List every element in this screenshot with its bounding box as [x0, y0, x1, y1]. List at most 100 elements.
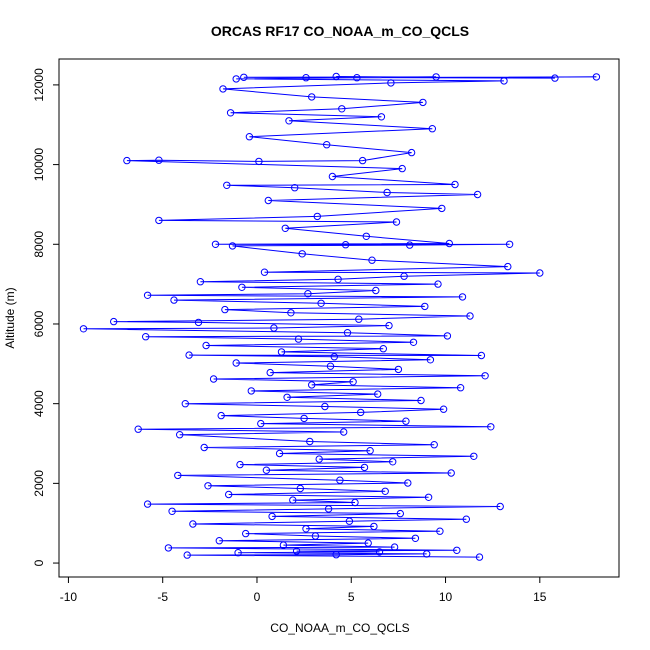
data-point [340, 428, 348, 436]
data-point [232, 359, 240, 367]
data-point [406, 241, 414, 249]
y-tick-label: 6000 [32, 310, 46, 337]
y-tick-label: 10000 [32, 148, 46, 182]
data-point [394, 365, 403, 374]
y-tick-label: 0 [32, 559, 46, 566]
data-point [466, 312, 474, 320]
x-tick-label: 5 [348, 590, 355, 604]
x-tick-label: 15 [533, 590, 547, 604]
data-point [500, 77, 508, 85]
data-point [242, 529, 250, 538]
data-point [364, 539, 372, 547]
data-point [592, 73, 601, 81]
data-point [398, 164, 406, 173]
data-point [155, 216, 163, 225]
data-point [245, 133, 254, 141]
data-point [268, 512, 276, 521]
data-point [183, 551, 191, 559]
chart-title: ORCAS RF17 CO_NOAA_m_CO_QCLS [211, 23, 469, 39]
data-point [202, 341, 210, 350]
data-point [328, 172, 337, 181]
data-point [185, 351, 193, 359]
data-point [134, 425, 142, 433]
y-axis: 0 2000 4000 6000 8000 10000 12000 [32, 68, 60, 566]
data-point [404, 479, 412, 487]
data-point [275, 449, 284, 458]
data-point [315, 455, 323, 463]
data-point [353, 74, 361, 82]
data-point [375, 548, 384, 556]
data-point [308, 93, 316, 101]
data-point [174, 471, 182, 480]
data-point [324, 505, 333, 513]
data-point [155, 156, 163, 164]
x-tick-label: 0 [254, 590, 261, 604]
data-point [300, 414, 308, 423]
data-point [332, 551, 340, 559]
data-point [551, 74, 559, 82]
data-point [447, 469, 455, 477]
data-point [308, 381, 316, 389]
data-point [330, 353, 338, 361]
data-point [426, 356, 435, 364]
series-line [83, 76, 597, 558]
data-point [332, 72, 340, 81]
data-point [481, 372, 489, 380]
data-point [281, 224, 289, 233]
data-point [536, 269, 544, 277]
data-point [379, 345, 387, 353]
data-point [383, 188, 391, 197]
data-point [351, 498, 359, 507]
data-point [143, 500, 152, 508]
data-point [238, 283, 246, 291]
data-point [283, 393, 291, 401]
data-point [262, 466, 271, 474]
data-point [294, 335, 303, 343]
data-point [226, 109, 235, 117]
data-point [217, 411, 225, 420]
data-point [200, 443, 208, 452]
data-point [487, 423, 495, 431]
data-point [225, 490, 233, 499]
data-point [196, 278, 205, 286]
data-point [336, 476, 344, 484]
data-point [389, 458, 397, 466]
data-point [390, 543, 399, 551]
data-point [204, 482, 212, 490]
data-point [424, 493, 433, 501]
data-point [372, 286, 380, 295]
data-point [170, 296, 178, 304]
data-point [240, 73, 248, 82]
data-point [143, 291, 152, 299]
data-point [355, 315, 363, 323]
data-point [436, 527, 444, 535]
data-point [430, 441, 438, 449]
data-point [311, 532, 320, 540]
data-point [402, 417, 410, 425]
data-point [475, 553, 484, 561]
data-point [477, 351, 486, 360]
data-point [345, 517, 354, 525]
data-point [366, 447, 374, 455]
data-point [287, 309, 295, 317]
data-point [456, 384, 465, 392]
data-point [368, 256, 376, 264]
data-point [79, 325, 88, 333]
data-point [385, 321, 393, 330]
data-point [434, 280, 442, 288]
data-point [387, 79, 395, 87]
data-point [438, 204, 446, 213]
data-point [421, 302, 429, 311]
data-point [409, 338, 418, 346]
data-point [264, 196, 272, 205]
data-point [428, 125, 436, 133]
data-point [302, 74, 310, 82]
data-point [215, 537, 224, 545]
data-point [341, 241, 350, 249]
data-point [451, 180, 459, 189]
data-point [277, 348, 286, 356]
data-point [317, 299, 325, 307]
data-point [234, 549, 242, 557]
data-point [257, 419, 265, 428]
